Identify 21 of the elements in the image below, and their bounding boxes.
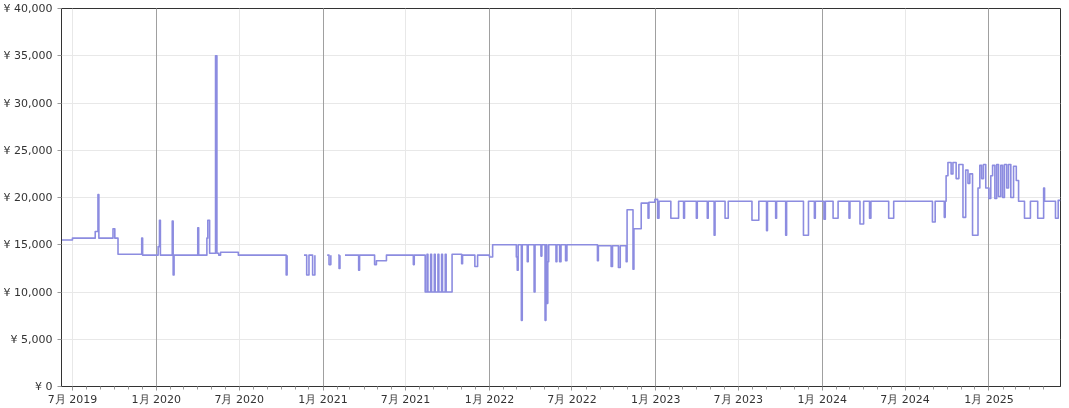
y-tick-label: ¥ 0 bbox=[35, 380, 53, 393]
y-tick-label: ¥ 15,000 bbox=[3, 238, 53, 252]
x-tick-label: 1月 2025 bbox=[964, 392, 1014, 406]
x-tick-label: 1月 2021 bbox=[298, 392, 348, 406]
y-tick-label: ¥ 20,000 bbox=[3, 191, 53, 204]
x-tick-label: 7月 2021 bbox=[380, 392, 431, 406]
y-tick-label: ¥ 35,000 bbox=[3, 49, 53, 63]
x-tick-label: 7月 2022 bbox=[547, 392, 597, 406]
y-tick-label: ¥ 5,000 bbox=[10, 332, 53, 346]
x-tick-label: 1月 2023 bbox=[631, 392, 681, 406]
y-tick-label: ¥ 30,000 bbox=[3, 96, 53, 110]
x-tick-label: 1月 2024 bbox=[797, 392, 847, 406]
x-tick-label: 7月 2024 bbox=[880, 392, 930, 406]
x-tick-label: 7月 2019 bbox=[47, 392, 98, 406]
y-tick-label: ¥ 40,000 bbox=[3, 2, 53, 15]
x-tick-label: 7月 2023 bbox=[713, 392, 764, 406]
x-tick-label: 7月 2020 bbox=[214, 392, 264, 406]
y-tick-label: ¥ 10,000 bbox=[3, 285, 53, 299]
x-tick-label: 1月 2020 bbox=[131, 392, 182, 406]
y-tick-label: ¥ 25,000 bbox=[3, 143, 53, 157]
x-tick-label: 1月 2022 bbox=[464, 392, 515, 406]
